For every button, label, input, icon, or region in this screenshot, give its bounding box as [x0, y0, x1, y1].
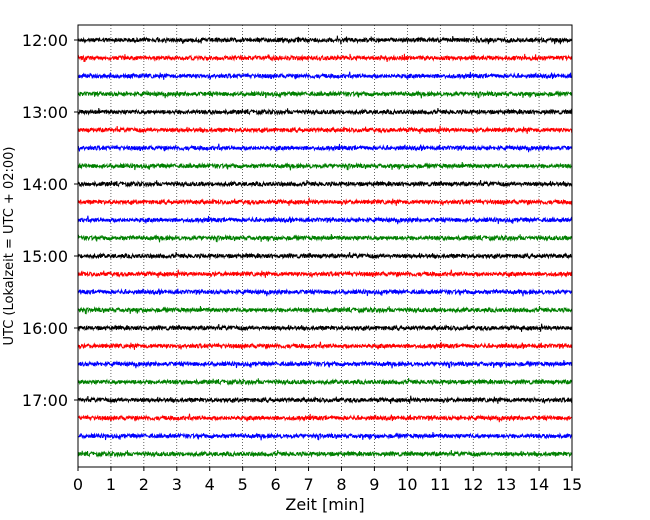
y-tick-label: 15:00 [22, 247, 68, 266]
x-tick-label: 5 [238, 475, 248, 494]
trace-line [77, 35, 573, 45]
x-tick-label: 13 [496, 475, 516, 494]
y-axis-label: UTC (Lokalzeit = UTC + 02:00) [2, 147, 17, 346]
trace-line [77, 53, 573, 63]
trace-line [77, 251, 573, 260]
trace-line [77, 125, 573, 134]
y-tick-label: 14:00 [22, 175, 68, 194]
x-tick-label: 6 [271, 475, 281, 494]
x-tick-label: 11 [430, 475, 450, 494]
trace-line [77, 161, 573, 171]
trace-line [77, 378, 573, 386]
trace-line [77, 341, 573, 350]
trace-line [77, 215, 573, 225]
x-axis-label: Zeit [min] [285, 495, 364, 514]
trace-line [77, 233, 573, 243]
x-tick-label: 9 [369, 475, 379, 494]
trace-line [77, 288, 573, 297]
trace-line [77, 359, 573, 369]
trace-line [77, 305, 573, 315]
x-tick-label: 3 [172, 475, 182, 494]
plot-frame [77, 24, 573, 468]
x-tick-label: 8 [336, 475, 346, 494]
x-tick-label: 0 [73, 475, 83, 494]
trace-line [77, 90, 573, 99]
seismic-traces [77, 35, 573, 458]
x-tick-label: 2 [139, 475, 149, 494]
trace-line [77, 107, 573, 116]
trace-line [77, 197, 573, 206]
trace-line [77, 71, 573, 80]
x-tick-label: 1 [106, 475, 116, 494]
trace-line [77, 431, 573, 441]
trace-line [77, 179, 573, 188]
trace-line [77, 413, 573, 423]
trace-line [77, 143, 573, 153]
x-axis-ticks: 0 1 2 3 4 5 6 7 8 9 10 11 12 13 14 15 [73, 467, 582, 494]
x-tick-label: 12 [463, 475, 483, 494]
x-tick-label: 14 [529, 475, 549, 494]
x-tick-label: 7 [303, 475, 313, 494]
trace-line [77, 323, 573, 332]
y-tick-label: 16:00 [22, 319, 68, 338]
trace-line [77, 269, 573, 278]
x-tick-label: 15 [562, 475, 582, 494]
y-axis-ticks: 12:00 13:00 14:00 15:00 16:00 17:00 [22, 31, 78, 410]
trace-line [77, 395, 573, 404]
y-tick-label: 13:00 [22, 103, 68, 122]
y-tick-label: 12:00 [22, 31, 68, 50]
x-tick-label: 10 [397, 475, 417, 494]
trace-line [77, 449, 573, 458]
x-tick-label: 4 [205, 475, 215, 494]
y-tick-label: 17:00 [22, 391, 68, 410]
